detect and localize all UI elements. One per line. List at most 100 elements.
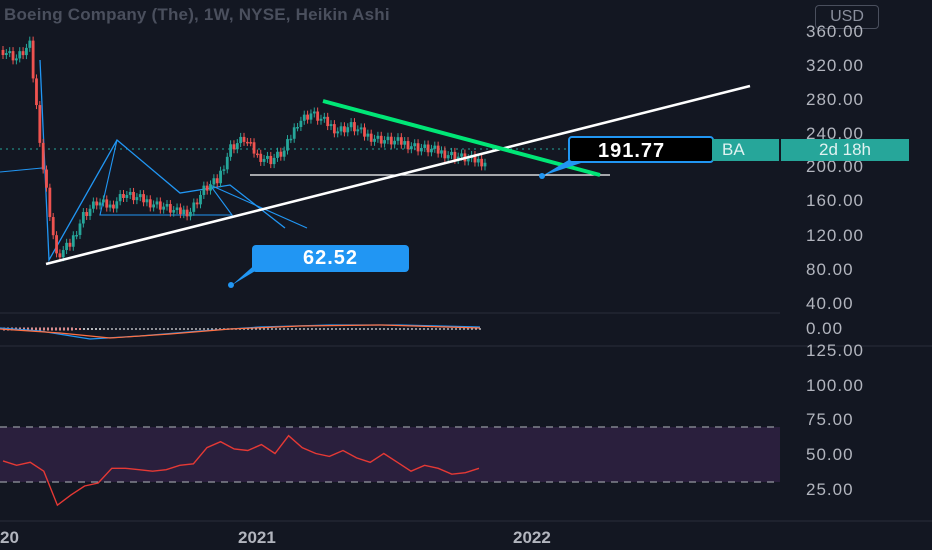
candle-body bbox=[279, 151, 283, 157]
candle-body bbox=[14, 58, 18, 61]
macd-histogram-bar bbox=[259, 328, 261, 330]
price-tick-label: 280.00 bbox=[806, 90, 864, 109]
low-price-callout[interactable]: 62.52 bbox=[252, 245, 409, 272]
candle-body bbox=[225, 156, 229, 170]
macd-histogram-bar bbox=[319, 328, 321, 330]
candle-body bbox=[259, 153, 263, 162]
candle-body bbox=[31, 40, 35, 79]
candle-body bbox=[25, 47, 28, 56]
macd-histogram-bar bbox=[183, 328, 185, 330]
rsi-tick-label: 25.00 bbox=[806, 480, 854, 499]
macd-histogram-bar bbox=[367, 328, 369, 330]
candle-body bbox=[95, 201, 99, 206]
macd-histogram-bar bbox=[307, 328, 309, 330]
candle-body bbox=[118, 194, 122, 202]
macd-histogram-bar bbox=[423, 328, 425, 330]
macd-histogram-bar bbox=[247, 328, 249, 330]
candle-body bbox=[346, 127, 350, 133]
macd-histogram-bar bbox=[339, 328, 341, 330]
macd-histogram-bar bbox=[271, 328, 273, 330]
candle-body bbox=[339, 126, 343, 132]
macd-histogram-bar bbox=[471, 328, 473, 330]
candle-body bbox=[65, 242, 68, 251]
candle-body bbox=[262, 158, 266, 162]
candle-body bbox=[433, 145, 437, 149]
rsi-tick-label: 50.00 bbox=[806, 445, 854, 464]
candle-body bbox=[219, 170, 222, 184]
candle-body bbox=[349, 122, 353, 128]
macd-histogram-bar bbox=[323, 328, 325, 330]
macd-histogram-bar bbox=[299, 328, 301, 330]
macd-histogram-bar bbox=[215, 328, 217, 330]
macd-histogram-bar bbox=[67, 327, 69, 331]
macd-histogram-bar bbox=[451, 328, 453, 330]
candle-body bbox=[409, 146, 413, 150]
macd-histogram-bar bbox=[347, 328, 349, 330]
candle-body bbox=[292, 127, 296, 139]
candle-body bbox=[399, 137, 403, 145]
candle-body bbox=[373, 138, 376, 142]
macd-histogram-bar bbox=[127, 328, 129, 330]
downtrend-line[interactable] bbox=[322, 99, 601, 177]
zigzag-drawing[interactable] bbox=[39, 59, 286, 263]
macd-histogram-bar bbox=[411, 328, 413, 330]
ma-line bbox=[0, 167, 43, 173]
currency-button[interactable]: USD bbox=[815, 5, 879, 29]
triangle-drawing[interactable] bbox=[99, 139, 308, 229]
candle-body bbox=[343, 126, 346, 133]
price-tick-label: 160.00 bbox=[806, 191, 864, 210]
candle-body bbox=[179, 207, 182, 215]
macd-histogram-bar bbox=[267, 328, 269, 330]
candle-body bbox=[125, 194, 129, 198]
macd-histogram-bar bbox=[275, 328, 277, 330]
candle-body bbox=[192, 202, 196, 212]
candle-body bbox=[316, 111, 320, 121]
candle-body bbox=[115, 201, 119, 209]
candle-body bbox=[229, 144, 233, 157]
candle-body bbox=[108, 204, 112, 208]
candle-body bbox=[440, 150, 443, 154]
price-tick-label: 40.00 bbox=[806, 294, 854, 313]
macd-histogram-bar bbox=[467, 328, 469, 330]
macd-histogram-bar bbox=[375, 328, 377, 330]
macd-histogram-bar bbox=[75, 328, 77, 330]
candle-body bbox=[175, 207, 179, 211]
macd-histogram-bar bbox=[107, 328, 109, 330]
candle-body bbox=[68, 242, 72, 247]
macd-histogram-bar bbox=[199, 328, 201, 330]
price-tick-label: 360.00 bbox=[806, 22, 864, 41]
candle-body bbox=[165, 204, 169, 207]
candle-body bbox=[289, 138, 293, 141]
candle-body bbox=[135, 197, 139, 201]
macd-histogram-bar bbox=[283, 328, 285, 330]
candle-body bbox=[242, 136, 246, 142]
macd-tick-label: 0.00 bbox=[806, 319, 844, 338]
macd-histogram-bar bbox=[163, 328, 165, 330]
ticker-tag: BA bbox=[712, 139, 779, 161]
candle-body bbox=[232, 144, 236, 150]
uptrend-line[interactable] bbox=[45, 84, 751, 266]
candle-body bbox=[158, 201, 162, 210]
candle-body bbox=[302, 114, 306, 121]
macd-histogram-bar bbox=[403, 328, 405, 330]
macd-histogram-bar bbox=[51, 327, 53, 331]
macd-histogram-bar bbox=[71, 327, 73, 331]
candle-body bbox=[148, 199, 152, 208]
candle-body bbox=[172, 210, 176, 213]
candle-body bbox=[55, 235, 58, 254]
macd-histogram-bar bbox=[59, 327, 61, 331]
macd-histogram-bar bbox=[331, 328, 333, 330]
macd-histogram-bar bbox=[295, 328, 297, 330]
candle-body bbox=[195, 202, 199, 205]
macd-histogram-bar bbox=[159, 328, 161, 330]
price-callout-anchor bbox=[539, 173, 545, 179]
candle-body bbox=[269, 155, 273, 165]
candle-body bbox=[369, 133, 373, 142]
macd-histogram-bar bbox=[99, 328, 101, 330]
candle-body bbox=[185, 209, 189, 217]
candle-body bbox=[299, 120, 303, 128]
price-tick-label: 80.00 bbox=[806, 260, 854, 279]
price-callout[interactable]: 191.77 bbox=[568, 136, 714, 163]
